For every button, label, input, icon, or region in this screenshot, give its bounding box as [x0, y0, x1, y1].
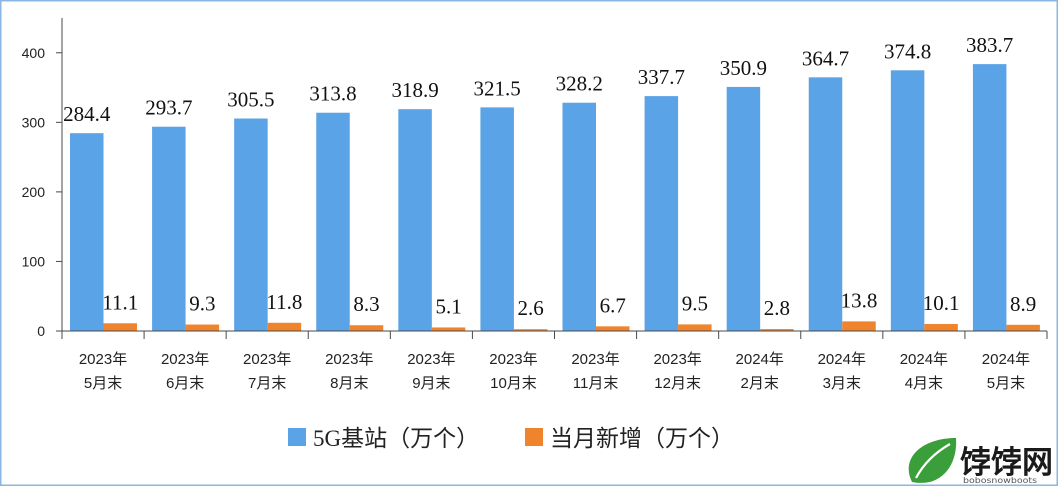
- bar-5g-base-stations: [398, 109, 432, 331]
- plot-area: 284.4 293.7 305.5 313.8 318.9 321.5 328.2 337.7…: [22, 18, 1048, 392]
- bar-monthly-new: [513, 329, 548, 331]
- bar-monthly-new: [842, 321, 876, 331]
- bar-5g-base-stations: [234, 118, 268, 331]
- value-label-5g-base-stations: 318.9: [391, 78, 438, 102]
- x-tick-label-year: 2023年: [161, 351, 209, 368]
- value-label-monthly-new: 8.3: [353, 292, 379, 316]
- value-label-monthly-new: 9.3: [189, 292, 215, 316]
- y-tick-label: 100: [22, 253, 46, 269]
- value-label-monthly-new: 5.1: [435, 294, 461, 318]
- x-tick-label-year: 2023年: [571, 351, 619, 368]
- bar-5g-base-stations: [726, 86, 761, 331]
- x-tick-label-month: 5月末: [84, 375, 122, 392]
- value-label-5g-base-stations: 374.8: [884, 39, 931, 63]
- value-label-5g-base-stations: 305.5: [227, 88, 274, 112]
- bar-monthly-new: [596, 326, 630, 331]
- watermark-site-name: 饽饽网: [960, 445, 1053, 481]
- x-tick-label-year: 2023年: [407, 351, 455, 368]
- x-tick-label-month: 12月末: [654, 375, 701, 392]
- value-label-5g-base-stations: 328.2: [556, 72, 603, 96]
- bar-5g-base-stations: [562, 102, 596, 332]
- bar-5g-base-stations: [480, 107, 514, 331]
- value-label-monthly-new: 6.7: [600, 293, 626, 317]
- bar-monthly-new: [924, 323, 958, 331]
- x-tick-label-month: 11月末: [573, 375, 619, 392]
- value-label-monthly-new: 10.1: [923, 291, 960, 315]
- value-label-monthly-new: 8.9: [1010, 292, 1036, 316]
- bar-5g-base-stations: [70, 133, 104, 331]
- value-label-5g-base-stations: 350.9: [720, 56, 767, 80]
- bar-5g-base-stations: [808, 77, 843, 331]
- x-tick-label-month: 8月末: [330, 375, 368, 392]
- x-tick-label-year: 2024年: [736, 351, 784, 368]
- bar-monthly-new: [267, 322, 302, 331]
- value-label-monthly-new: 11.1: [102, 290, 138, 314]
- bar-monthly-new: [185, 324, 220, 331]
- legend-swatch: [288, 428, 306, 446]
- x-tick-label-year: 2024年: [982, 351, 1030, 368]
- legend: 5G基站（万个） 当月新增（万个）: [288, 426, 734, 451]
- legend-label: 5G基站（万个）: [313, 426, 479, 451]
- watermark: 饽饽网 bobosnowboots: [908, 438, 1053, 485]
- bar-5g-base-stations: [890, 70, 925, 331]
- x-tick-label-month: 3月末: [823, 375, 861, 392]
- y-tick-label: 400: [22, 45, 46, 61]
- value-label-5g-base-stations: 284.4: [63, 102, 111, 126]
- x-tick-label-month: 9月末: [412, 375, 450, 392]
- x-tick-label-year: 2023年: [79, 351, 127, 368]
- x-tick-label-month: 4月末: [905, 375, 943, 392]
- bar-monthly-new: [431, 327, 466, 331]
- bar-monthly-new: [1006, 324, 1040, 331]
- x-tick-label-year: 2024年: [818, 351, 866, 368]
- y-tick-label: 0: [37, 323, 45, 339]
- bar-5g-base-stations: [152, 126, 186, 331]
- y-tick-label: 200: [22, 184, 46, 200]
- value-label-5g-base-stations: 364.7: [802, 46, 849, 70]
- value-label-monthly-new: 2.6: [518, 296, 544, 320]
- x-tick-label-year: 2023年: [653, 351, 701, 368]
- x-tick-label-month: 7月末: [248, 375, 286, 392]
- value-label-5g-base-stations: 293.7: [145, 96, 192, 120]
- bar-monthly-new: [103, 323, 137, 331]
- value-label-monthly-new: 13.8: [841, 288, 878, 312]
- bar-monthly-new: [678, 324, 712, 331]
- value-label-5g-base-stations: 321.5: [474, 76, 521, 100]
- x-tick-label-year: 2023年: [243, 351, 291, 368]
- x-tick-label-year: 2024年: [900, 351, 948, 368]
- x-tick-label-month: 2月末: [741, 375, 779, 392]
- value-label-monthly-new: 11.8: [266, 290, 302, 314]
- value-label-monthly-new: 2.8: [764, 296, 790, 320]
- value-label-5g-base-stations: 313.8: [309, 82, 356, 106]
- y-tick-label: 300: [22, 114, 46, 130]
- value-label-5g-base-stations: 337.7: [638, 65, 685, 89]
- bar-5g-base-stations: [972, 64, 1007, 332]
- legend-swatch: [525, 428, 543, 446]
- watermark-site-domain: bobosnowboots: [963, 476, 1037, 485]
- x-tick-label-month: 10月末: [490, 375, 537, 392]
- bar-monthly-new: [760, 329, 794, 331]
- bar-5g-base-stations: [644, 96, 679, 331]
- x-tick-label-year: 2023年: [325, 351, 373, 368]
- x-tick-label-month: 6月末: [166, 375, 204, 392]
- bar-5g-base-stations: [316, 112, 350, 331]
- value-label-monthly-new: 9.5: [682, 291, 708, 315]
- legend-label: 当月新增（万个）: [550, 426, 734, 451]
- value-label-5g-base-stations: 383.7: [966, 33, 1013, 57]
- x-tick-label-month: 5月末: [987, 375, 1025, 392]
- bar-monthly-new: [349, 325, 384, 331]
- leaf-vein: [915, 443, 951, 479]
- x-tick-label-year: 2023年: [489, 351, 537, 368]
